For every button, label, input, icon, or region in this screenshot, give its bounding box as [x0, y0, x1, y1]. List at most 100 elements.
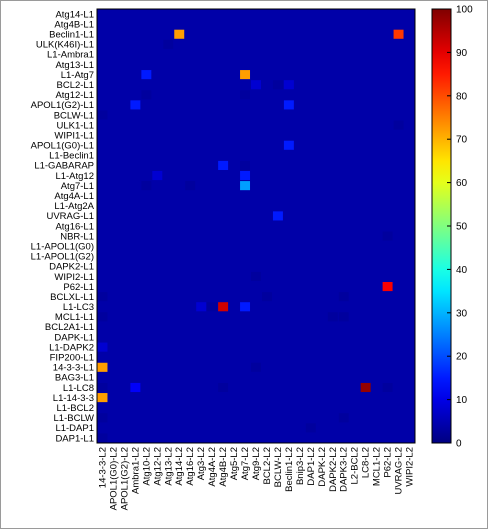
row-label: Atg4B-L1: [54, 19, 94, 30]
heatmap-cell-bclxl-l1-bcl2-l2: [261, 292, 272, 302]
column-labels: 14-3-3-L2 APOL1(G0)-L2 APOL1(G2)-L2 Ambra1-…: [97, 447, 415, 510]
row-label: L1-Atg7: [61, 70, 94, 81]
heatmap-cell-l1-dap1-dap1-l2: [305, 423, 316, 433]
column-label: Atg4B-L2: [218, 447, 229, 487]
row-label: Atg4A-L1: [54, 191, 94, 202]
column-label: DAPK-L2: [317, 447, 328, 487]
heatmap-cell-l1-bclw-dapk3-l2: [338, 413, 349, 423]
column-label: Atg9-L2: [251, 447, 262, 480]
row-label: NBR-L1: [60, 231, 94, 242]
column-label: Atg3-L2: [196, 447, 207, 480]
column-label: LC8-L2: [361, 447, 372, 478]
column-label: Atg12-L2: [152, 447, 163, 486]
row-label: L1-14-3-3: [53, 393, 94, 404]
heatmap-cell-l1-atg7-atg10-l2: [141, 70, 152, 80]
heatmap-cell-14-3-3-l1-atg9-l2: [251, 362, 261, 372]
column-label: DAPK2-L2: [328, 447, 339, 492]
row-label: L1-GABARAP: [34, 161, 94, 172]
colorbar-tick-label: 0: [456, 439, 462, 450]
row-label: L1-Atg12: [55, 171, 94, 182]
heatmap-cell-l1-14-3-3-14-3-3-l2: [97, 393, 108, 403]
column-label: WIPI2-L2: [405, 447, 416, 487]
row-label: L1-BCLW: [54, 413, 95, 424]
row-label: Beclin1-L1: [49, 30, 94, 41]
row-label: L1-LC3: [63, 302, 94, 313]
heatmap-cell-wipi2-l1-atg9-l2: [251, 271, 261, 282]
row-label: Atg16-L1: [55, 221, 94, 232]
heatmap-cell-l1-lc8-lc8-l2: [360, 382, 371, 393]
heatmap-cell-beclin1-l1-uvrag-l2: [393, 29, 404, 39]
column-label: MCL1-L2: [372, 447, 383, 486]
column-label: Atg14-L2: [174, 447, 185, 486]
row-label: WIPI2-L1: [54, 272, 94, 283]
colorbar-tick-label: 30: [456, 308, 468, 319]
heatmap-cell-ulk-k46i-l1-atg13-l2: [163, 39, 174, 49]
heatmap-cell-l1-gabarap-atg7-l2: [240, 160, 251, 170]
column-label: Bnip3-L2: [295, 447, 306, 485]
row-label: DAP1-L1: [55, 433, 94, 444]
heatmap-cell-l1-gabarap-atg4b-l2: [218, 160, 229, 170]
colorbar-tick-label: 80: [456, 91, 468, 102]
heatmap-cell-bcl2-l1-atg9-l2: [251, 80, 261, 90]
heatmap-cell-bcl2-l1-beclin1-l2: [283, 80, 294, 90]
column-label: APOL1(G0)-L2: [108, 447, 119, 510]
heatmap-cell-l1-lc8-ambra1-l2: [130, 382, 141, 393]
colorbar-tick-label: 90: [456, 48, 468, 59]
column-label: P62-L2: [383, 447, 394, 478]
column-label: DAPK3-L2: [339, 447, 350, 492]
heatmap-cell-p62-l1-p62-l2: [382, 282, 393, 292]
row-label: P62-L1: [63, 282, 94, 293]
row-label: L1-LC8: [63, 383, 94, 394]
column-label: L2-BCL2: [350, 447, 361, 485]
column-label: Atg7-L2: [240, 447, 251, 480]
column-label: Beclin1-L2: [284, 447, 295, 492]
colorbar-tick-label: 100: [456, 5, 473, 16]
column-label: Atg5-L2: [229, 447, 240, 480]
colorbar-tick-label: 20: [456, 352, 468, 363]
row-label: UVRAG-L1: [46, 211, 94, 222]
column-label: DAP1-L2: [306, 447, 317, 486]
heatmap-cell-l1-lc8-14-3-3-l2: [97, 382, 108, 393]
heatmap-cell-beclin1-l1-atg14-l2: [174, 29, 185, 39]
row-label: BCL2-L1: [57, 80, 95, 91]
colorbar: 0 10 20 30 40 50 60 70 80 90 100: [431, 5, 473, 450]
column-label: Atg10-L2: [141, 447, 152, 486]
colorbar-tick-label: 50: [456, 222, 468, 233]
row-label: BCLXL-L1: [50, 292, 94, 303]
heatmap-cell-l1-atg12-atg12-l2: [152, 170, 163, 181]
heatmap-cell-bclxl-l1-14-3-3-l2: [97, 292, 108, 302]
heatmap-cell-atg7-l1-atg10-l2: [141, 181, 152, 191]
column-label: UVRAG-L2: [394, 447, 405, 495]
heatmap-cell-l1-lc3-atg3-l2: [196, 302, 207, 312]
column-label: APOL1(G2)-L2: [119, 447, 130, 510]
row-label: L1-BCL2: [57, 403, 95, 414]
column-label: BCLW-L2: [273, 447, 284, 487]
column-label: Ambra1-L2: [130, 447, 141, 494]
row-label: L1-Ambra1: [47, 50, 94, 61]
row-label: FIP200-L1: [50, 353, 94, 364]
heatmap-cell-apol1-g0-l1-beclin1-l2: [283, 140, 294, 150]
row-label: Atg14-L1: [55, 9, 94, 20]
row-label: APOL1(G2)-L1: [31, 100, 94, 111]
heatmap-cell-ulk1-l1-uvrag-l2: [393, 120, 404, 130]
heatmap-cell-apol1-g2-l1-beclin1-l2: [283, 100, 294, 110]
row-label: MCL1-L1: [55, 312, 94, 323]
heatmap-cells: [97, 29, 404, 443]
row-label: Atg12-L1: [55, 90, 94, 101]
heatmap-cell-atg7-l1-atg7-l2: [240, 181, 251, 191]
row-label: ULK(K46I)-L1: [36, 40, 94, 51]
heatmap-cell-l1-dapk2-14-3-3-l2: [97, 342, 108, 352]
heatmap-cell-atg12-l1-atg7-l2: [240, 90, 251, 100]
row-label: L1-APOL1(G0): [31, 241, 94, 252]
heatmap-cell-l1-lc8-p62-l2: [382, 382, 393, 393]
colorbar-tick-label: 60: [456, 178, 468, 189]
heatmap-cell-l1-atg12-atg7-l2: [240, 170, 251, 181]
heatmap-cell-l1-lc3-atg7-l2: [240, 302, 251, 312]
row-label: APOL1(G0)-L1: [31, 141, 94, 152]
column-label: BCL2-L2: [262, 447, 273, 485]
heatmap-cell-l1-lc8-atg4b-l2: [218, 382, 229, 393]
row-label: BCL2A1-L1: [45, 322, 94, 333]
heatmap-cell-l1-lc3-atg4b-l2: [218, 302, 229, 312]
